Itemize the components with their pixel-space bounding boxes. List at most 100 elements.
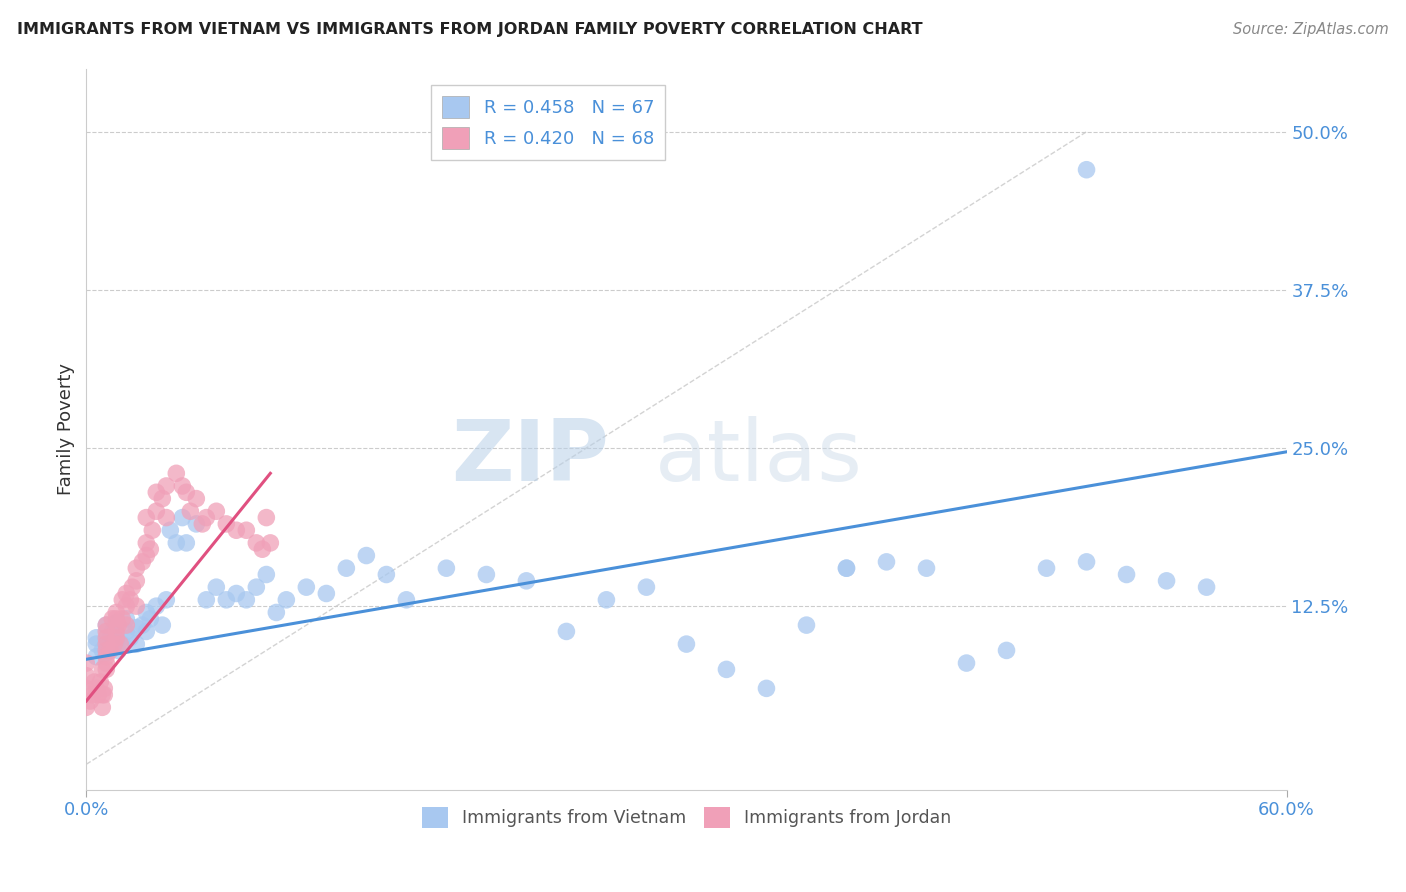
Point bbox=[101, 624, 124, 639]
Point bbox=[186, 491, 208, 506]
Point bbox=[176, 485, 198, 500]
Point bbox=[375, 567, 398, 582]
Point bbox=[1035, 561, 1057, 575]
Point bbox=[91, 662, 114, 676]
Point bbox=[165, 536, 187, 550]
Point bbox=[96, 649, 118, 664]
Legend: Immigrants from Vietnam, Immigrants from Jordan: Immigrants from Vietnam, Immigrants from… bbox=[415, 800, 957, 835]
Point bbox=[235, 592, 257, 607]
Point bbox=[225, 523, 247, 537]
Point bbox=[266, 606, 288, 620]
Point bbox=[111, 592, 134, 607]
Point bbox=[79, 694, 101, 708]
Point bbox=[105, 606, 128, 620]
Point bbox=[115, 612, 138, 626]
Point bbox=[96, 646, 118, 660]
Point bbox=[120, 592, 142, 607]
Point bbox=[121, 580, 143, 594]
Point bbox=[91, 643, 114, 657]
Text: atlas: atlas bbox=[654, 417, 862, 500]
Point bbox=[125, 621, 148, 635]
Point bbox=[105, 615, 128, 630]
Point bbox=[215, 592, 238, 607]
Y-axis label: Family Poverty: Family Poverty bbox=[58, 363, 75, 495]
Point bbox=[110, 637, 132, 651]
Point bbox=[125, 599, 148, 614]
Point bbox=[96, 643, 118, 657]
Point bbox=[84, 649, 107, 664]
Point bbox=[150, 491, 173, 506]
Point bbox=[172, 510, 194, 524]
Point bbox=[179, 504, 201, 518]
Point bbox=[87, 688, 110, 702]
Point bbox=[83, 675, 105, 690]
Point bbox=[195, 510, 218, 524]
Point bbox=[254, 510, 277, 524]
Point bbox=[315, 586, 337, 600]
Point bbox=[105, 624, 128, 639]
Point bbox=[105, 631, 128, 645]
Point bbox=[434, 561, 457, 575]
Point bbox=[205, 504, 228, 518]
Point bbox=[295, 580, 318, 594]
Point bbox=[91, 700, 114, 714]
Point bbox=[141, 523, 163, 537]
Point bbox=[1195, 580, 1218, 594]
Point bbox=[115, 618, 138, 632]
Text: ZIP: ZIP bbox=[451, 417, 609, 500]
Point bbox=[111, 637, 134, 651]
Point bbox=[159, 523, 181, 537]
Point bbox=[245, 536, 267, 550]
Point bbox=[276, 592, 298, 607]
Point bbox=[145, 504, 167, 518]
Point bbox=[395, 592, 418, 607]
Point bbox=[89, 675, 111, 690]
Point bbox=[145, 485, 167, 500]
Point bbox=[835, 561, 858, 575]
Point bbox=[91, 688, 114, 702]
Point bbox=[245, 580, 267, 594]
Point bbox=[235, 523, 257, 537]
Point bbox=[96, 618, 118, 632]
Point bbox=[755, 681, 778, 696]
Point bbox=[135, 624, 157, 639]
Point bbox=[335, 561, 357, 575]
Point bbox=[98, 631, 121, 645]
Point bbox=[145, 599, 167, 614]
Point bbox=[125, 561, 148, 575]
Point bbox=[135, 606, 157, 620]
Point bbox=[135, 549, 157, 563]
Point bbox=[254, 567, 277, 582]
Point bbox=[555, 624, 578, 639]
Point bbox=[515, 574, 537, 588]
Point bbox=[259, 536, 281, 550]
Point bbox=[150, 618, 173, 632]
Point bbox=[96, 618, 118, 632]
Point bbox=[155, 479, 177, 493]
Point bbox=[96, 637, 118, 651]
Point bbox=[595, 592, 617, 607]
Point bbox=[955, 656, 977, 670]
Point bbox=[75, 656, 97, 670]
Point bbox=[103, 637, 125, 651]
Point bbox=[115, 599, 138, 614]
Point bbox=[995, 643, 1018, 657]
Point bbox=[636, 580, 658, 594]
Point bbox=[96, 637, 118, 651]
Point bbox=[115, 624, 138, 639]
Point bbox=[84, 631, 107, 645]
Point bbox=[1076, 555, 1098, 569]
Point bbox=[225, 586, 247, 600]
Point bbox=[155, 592, 177, 607]
Point bbox=[75, 700, 97, 714]
Point bbox=[252, 542, 274, 557]
Point bbox=[111, 612, 134, 626]
Point bbox=[115, 586, 138, 600]
Point bbox=[191, 516, 214, 531]
Point bbox=[155, 510, 177, 524]
Point bbox=[165, 467, 187, 481]
Point bbox=[96, 631, 118, 645]
Point bbox=[96, 624, 118, 639]
Point bbox=[107, 643, 129, 657]
Point bbox=[716, 662, 738, 676]
